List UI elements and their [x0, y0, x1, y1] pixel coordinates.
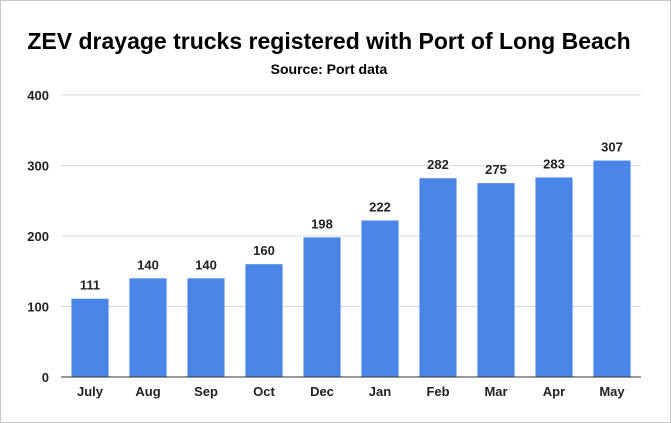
bars — [71, 160, 631, 377]
data-labels: 111 140 140 160 198 222 282 275 283 307 — [80, 140, 623, 293]
data-label-apr: 283 — [543, 156, 565, 171]
x-tick-label-may: May — [599, 384, 625, 399]
bar-may — [593, 160, 631, 377]
bar-jan — [361, 220, 399, 377]
data-label-sep: 140 — [195, 257, 217, 272]
x-tick-label-dec: Dec — [310, 384, 334, 399]
data-label-dec: 198 — [311, 216, 333, 231]
bar-mar — [477, 183, 515, 377]
y-tick-label: 0 — [42, 370, 49, 385]
bar-oct — [245, 264, 283, 377]
y-tick-label: 200 — [27, 229, 49, 244]
y-tick-label: 100 — [27, 300, 49, 315]
bar-july — [71, 298, 109, 377]
data-label-may: 307 — [601, 140, 623, 155]
x-tick-label-july: July — [77, 384, 104, 399]
chart-title: ZEV drayage trucks registered with Port … — [27, 28, 630, 54]
chart-subtitle: Source: Port data — [271, 61, 388, 77]
y-axis-ticks: 0 100 200 300 400 — [27, 88, 49, 385]
data-label-july: 111 — [80, 278, 100, 293]
data-label-feb: 282 — [427, 157, 449, 172]
y-tick-label: 300 — [27, 159, 49, 174]
x-tick-label-sep: Sep — [194, 384, 218, 399]
x-tick-label-oct: Oct — [253, 384, 275, 399]
data-label-jan: 222 — [369, 199, 391, 214]
data-label-oct: 160 — [253, 243, 275, 258]
bar-sep — [187, 278, 225, 377]
x-tick-label-aug: Aug — [135, 384, 160, 399]
x-axis-ticks: July Aug Sep Oct Dec Jan Feb Mar Apr May — [77, 384, 625, 399]
x-tick-label-jan: Jan — [369, 384, 391, 399]
bar-dec — [303, 237, 341, 377]
data-label-mar: 275 — [485, 162, 507, 177]
x-tick-label-feb: Feb — [426, 384, 449, 399]
data-label-aug: 140 — [137, 257, 159, 272]
bar-apr — [535, 177, 573, 377]
bar-feb — [419, 178, 457, 377]
x-tick-label-apr: Apr — [543, 384, 565, 399]
bar-aug — [129, 278, 167, 377]
x-tick-label-mar: Mar — [484, 384, 507, 399]
y-tick-label: 400 — [27, 88, 49, 103]
